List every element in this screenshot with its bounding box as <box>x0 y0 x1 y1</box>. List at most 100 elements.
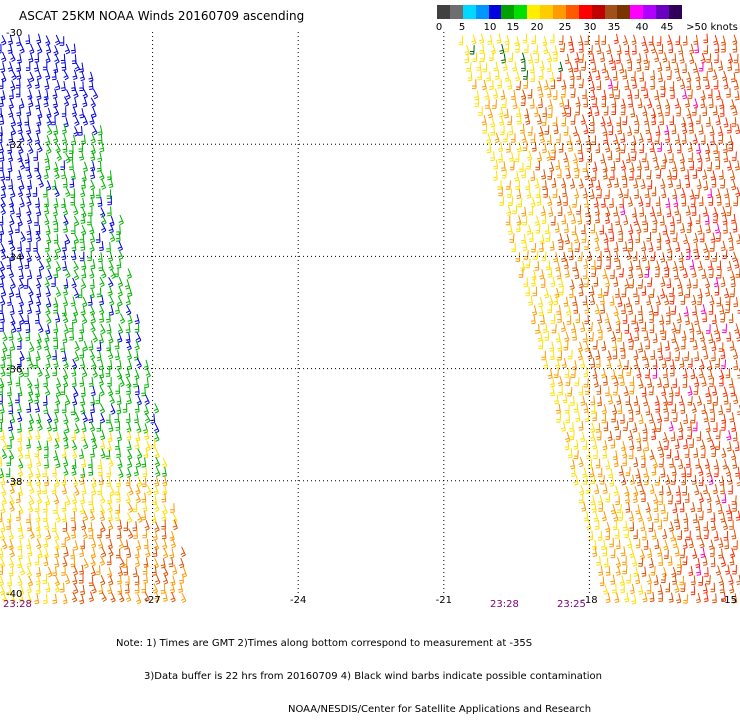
wind-barb <box>700 548 704 558</box>
wind-barb <box>495 70 499 79</box>
wind-barb <box>565 234 570 244</box>
wind-barb <box>719 170 723 179</box>
wind-barb <box>9 450 14 460</box>
wind-barb <box>688 142 693 152</box>
wind-barb <box>558 233 563 243</box>
wind-barb <box>647 548 651 558</box>
wind-barb <box>120 377 125 387</box>
wind-barb <box>576 205 580 214</box>
wind-barb <box>97 341 101 350</box>
wind-barb <box>658 556 662 565</box>
wind-barb <box>557 196 561 206</box>
wind-barb <box>677 279 682 289</box>
wind-barb <box>25 259 29 268</box>
wind-barb <box>523 142 527 151</box>
wind-barb <box>91 432 96 442</box>
wind-barb <box>685 493 689 502</box>
wind-barb <box>657 378 661 388</box>
wind-barb <box>178 583 183 593</box>
wind-barb <box>579 179 584 189</box>
wind-barb <box>592 135 596 144</box>
wind-barb <box>592 412 596 421</box>
wind-barb <box>653 494 658 504</box>
wind-barb <box>162 458 167 468</box>
wind-barb <box>667 449 671 458</box>
wind-barb <box>45 583 49 593</box>
wind-barb <box>726 504 731 514</box>
wind-barb <box>554 369 558 378</box>
wind-barb <box>553 188 557 197</box>
wind-barb <box>633 530 637 539</box>
wind-barb <box>565 99 569 108</box>
wind-barb <box>65 423 70 433</box>
wind-barb <box>596 556 600 565</box>
wind-barb <box>116 477 120 486</box>
wind-barb <box>96 565 100 574</box>
wind-barb <box>696 593 701 603</box>
wind-barb <box>517 198 522 207</box>
wind-barb <box>649 522 653 531</box>
wind-barb <box>523 79 527 88</box>
wind-barb <box>566 305 571 315</box>
wind-barb <box>636 432 640 442</box>
wind-barb <box>628 333 633 343</box>
wind-barb <box>660 324 664 334</box>
wind-barb <box>107 189 111 198</box>
wind-barb <box>721 241 726 251</box>
wind-barb <box>605 313 609 323</box>
wind-barb <box>107 584 112 594</box>
wind-barb <box>570 431 575 440</box>
wind-barb <box>109 422 114 432</box>
wind-barb <box>133 521 137 530</box>
wind-barb <box>17 540 21 550</box>
wind-barb <box>46 225 51 235</box>
wind-barb <box>548 207 553 217</box>
wind-barb <box>92 477 97 487</box>
wind-barb <box>108 539 113 549</box>
wind-barb <box>696 144 701 154</box>
wind-barb <box>639 207 643 216</box>
wind-barb <box>531 314 535 324</box>
wind-barb <box>6 520 10 529</box>
wind-barb <box>590 189 595 199</box>
wind-barb <box>718 549 722 558</box>
wind-barb <box>62 484 67 494</box>
wind-barb <box>642 215 646 224</box>
wind-barb <box>80 404 85 414</box>
wind-barb <box>642 351 646 361</box>
wind-barb <box>643 468 647 478</box>
wind-barb <box>60 36 64 45</box>
wind-barb <box>115 440 119 449</box>
wind-barb <box>621 160 626 170</box>
wind-barb <box>61 538 65 547</box>
wind-barb <box>537 152 542 162</box>
wind-barb <box>567 315 571 324</box>
wind-barb <box>35 556 39 565</box>
wind-barb <box>634 350 639 360</box>
wind-barb <box>151 414 155 423</box>
wind-barb <box>81 279 86 289</box>
wind-barb <box>9 197 14 207</box>
wind-barb <box>729 575 734 585</box>
wind-barb <box>660 288 665 298</box>
wind-barb <box>116 493 120 502</box>
wind-barb <box>685 315 689 325</box>
wind-barb <box>627 53 632 63</box>
wind-barb <box>714 531 718 541</box>
wind-barb <box>589 178 594 188</box>
wind-barb <box>135 323 139 332</box>
wind-barb <box>619 268 624 277</box>
wind-barb <box>693 513 697 523</box>
wind-barb <box>79 449 84 459</box>
wind-barb <box>634 189 638 198</box>
wind-barb <box>520 124 524 133</box>
wind-barb <box>725 197 729 206</box>
wind-barb <box>677 313 682 323</box>
wind-barb <box>61 566 65 575</box>
wind-barb <box>714 54 718 63</box>
wind-barb <box>648 180 652 189</box>
wind-barb <box>493 62 497 71</box>
wind-barb <box>52 367 56 376</box>
wind-barb <box>46 53 51 63</box>
wind-barb <box>54 439 59 449</box>
